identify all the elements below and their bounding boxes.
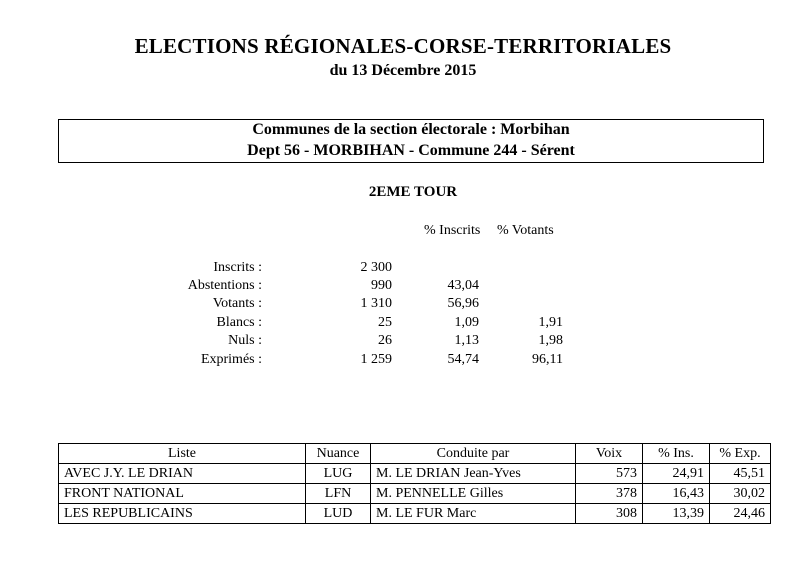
- col-header-pct-ins: % Ins.: [642, 443, 710, 464]
- table-row: LES REPUBLICAINS LUD M. LE FUR Marc 308 …: [58, 503, 771, 524]
- round-label: 2EME TOUR: [368, 184, 458, 200]
- stat-value: 1 259: [360, 352, 393, 367]
- cell-pct-exp: 30,02: [709, 483, 771, 504]
- col-header-voix: Voix: [575, 443, 643, 464]
- cell-nuance: LFN: [305, 483, 371, 504]
- stat-label: Abstentions :: [187, 278, 262, 293]
- cell-voix: 378: [575, 483, 643, 504]
- section-box: Communes de la section électorale : Morb…: [58, 119, 764, 163]
- cell-pct-exp: 45,51: [709, 463, 771, 484]
- stat-label: Inscrits :: [213, 260, 262, 275]
- col-header-liste: Liste: [58, 443, 306, 464]
- cell-liste: AVEC J.Y. LE DRIAN: [58, 463, 306, 484]
- cell-pct-ins: 24,91: [642, 463, 710, 484]
- results-table: Liste Nuance Conduite par Voix % Ins. % …: [58, 443, 771, 524]
- stat-pct-inscrits: 56,96: [447, 296, 480, 311]
- stat-row-exprimes: Exprimés : 1 259 54,74 96,11: [0, 352, 806, 370]
- stat-pct-inscrits: 54,74: [447, 352, 480, 367]
- cell-liste: FRONT NATIONAL: [58, 483, 306, 504]
- page-title: ELECTIONS RÉGIONALES-CORSE-TERRITORIALES: [134, 34, 672, 58]
- stat-label: Nuls :: [228, 333, 262, 348]
- stat-label: Votants :: [212, 296, 262, 311]
- section-line-1: Communes de la section électorale : Morb…: [252, 121, 570, 138]
- stat-row-abstentions: Abstentions : 990 43,04: [0, 278, 806, 296]
- cell-conduite: M. LE FUR Marc: [370, 503, 576, 524]
- cell-pct-ins: 16,43: [642, 483, 710, 504]
- stat-value: 990: [371, 278, 392, 293]
- stat-row-blancs: Blancs : 25 1,09 1,91: [0, 315, 806, 333]
- cell-pct-exp: 24,46: [709, 503, 771, 524]
- header-pct-inscrits: % Inscrits: [424, 223, 481, 238]
- table-row: AVEC J.Y. LE DRIAN LUG M. LE DRIAN Jean-…: [58, 463, 771, 484]
- stat-row-inscrits: Inscrits : 2 300: [0, 260, 806, 278]
- stat-pct-votants: 96,11: [532, 352, 563, 367]
- stat-pct-inscrits: 43,04: [447, 278, 480, 293]
- cell-nuance: LUG: [305, 463, 371, 484]
- stat-value: 25: [378, 315, 392, 330]
- cell-voix: 573: [575, 463, 643, 484]
- stat-pct-votants: 1,91: [538, 315, 564, 330]
- stat-value: 1 310: [360, 296, 393, 311]
- stat-value: 26: [378, 333, 392, 348]
- cell-voix: 308: [575, 503, 643, 524]
- cell-conduite: M. LE DRIAN Jean-Yves: [370, 463, 576, 484]
- stat-row-nuls: Nuls : 26 1,13 1,98: [0, 333, 806, 351]
- table-row: FRONT NATIONAL LFN M. PENNELLE Gilles 37…: [58, 483, 771, 504]
- cell-pct-ins: 13,39: [642, 503, 710, 524]
- cell-nuance: LUD: [305, 503, 371, 524]
- stat-pct-inscrits: 1,09: [454, 315, 480, 330]
- page-date: du 13 Décembre 2015: [329, 62, 477, 79]
- stat-pct-votants: 1,98: [538, 333, 564, 348]
- stat-row-votants: Votants : 1 310 56,96: [0, 296, 806, 314]
- stat-label: Blancs :: [216, 315, 263, 330]
- stat-label: Exprimés :: [200, 352, 262, 367]
- col-header-conduite: Conduite par: [370, 443, 576, 464]
- stat-value: 2 300: [360, 260, 393, 275]
- results-header-row: Liste Nuance Conduite par Voix % Ins. % …: [58, 443, 771, 464]
- header-pct-votants: % Votants: [497, 223, 554, 238]
- stat-pct-inscrits: 1,13: [454, 333, 480, 348]
- section-line-2: Dept 56 - MORBIHAN - Commune 244 - Séren…: [247, 142, 575, 159]
- cell-liste: LES REPUBLICAINS: [58, 503, 306, 524]
- col-header-pct-exp: % Exp.: [709, 443, 771, 464]
- cell-conduite: M. PENNELLE Gilles: [370, 483, 576, 504]
- col-header-nuance: Nuance: [305, 443, 371, 464]
